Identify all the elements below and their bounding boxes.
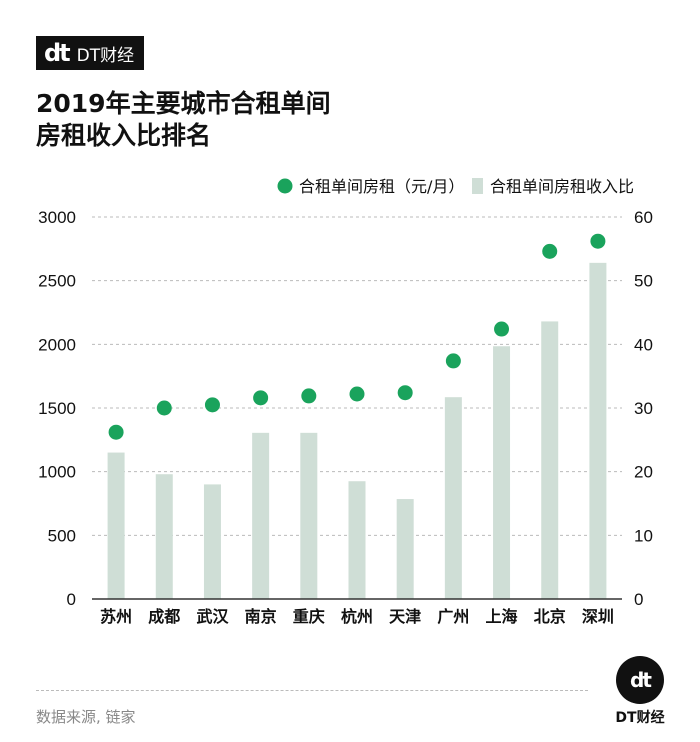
x-tick-label: 上海 [486,607,518,626]
y-right-tick-label: 10 [634,526,653,545]
y-right-tick-label: 0 [634,590,643,609]
chart-title-line-1: 2019年主要城市合租单间 [36,89,331,118]
y-right-tick-label: 30 [634,399,653,418]
scatter-point [349,386,365,402]
legend-bar-icon [472,178,483,194]
x-tick-label: 成都 [148,607,180,626]
y-left-tick-label: 2500 [38,272,76,291]
brand-logo-text: DT财经 [76,45,135,66]
bar [300,432,318,599]
scatter-point [397,385,413,401]
bar [348,481,366,599]
x-tick-label: 深圳 [582,607,614,626]
brand-badge-text: DT财经 [615,710,665,726]
x-tick-label: 南京 [245,607,277,626]
brand-badge-mark: dt [616,656,664,704]
rent-chart: 0 500 1000 1500 2000 2500 3000 0 10 20 30 40 50 60 苏州成… [38,177,653,626]
bar [396,499,414,599]
scatter-point [590,233,606,249]
bar [589,262,607,599]
y-right-tick-label: 20 [634,463,653,482]
bar [493,346,511,599]
y-left-tick-label: 1000 [38,463,76,482]
brand-badge: dt DT财经 [612,656,668,727]
legend-label-rent: 合租单间房租（元/月） [299,177,464,196]
y-left-tick-label: 0 [67,590,76,609]
data-source: 数据来源, 链家 [36,708,136,726]
y-right-tick-label: 40 [634,335,653,354]
y-left-tick-label: 1500 [38,399,76,418]
y-left-tick-label: 2000 [38,335,76,354]
y-right-tick-label: 60 [634,208,653,227]
scatter-point [253,390,269,406]
x-tick-label: 重庆 [293,607,325,626]
bar [444,397,462,599]
y-right-tick-label: 50 [634,272,653,291]
brand-logo-mark: dt [44,39,71,67]
x-tick-label: 北京 [534,607,566,626]
bar [203,484,221,599]
bar [252,432,270,599]
bar [107,452,125,599]
x-tick-label: 广州 [437,607,469,626]
chart-title: 2019年主要城市合租单间 房租收入比排名 [36,88,331,152]
legend-label-ratio: 合租单间房租收入比 [490,177,634,196]
x-tick-label: 苏州 [100,607,132,626]
scatter-point [445,353,461,369]
footer-divider [36,690,588,691]
scatter-point [108,424,124,440]
brand-logo: dt DT财经 [36,36,145,70]
x-tick-label: 杭州 [341,607,373,626]
scatter-point [156,400,172,416]
bar [541,321,559,599]
scatter-point [542,243,558,259]
y-left-tick-label: 500 [48,526,76,545]
bar [155,474,173,599]
scatter-point [301,388,317,404]
chart-title-line-2: 房租收入比排名 [36,121,212,150]
legend-dot-icon [277,178,293,194]
x-tick-label: 天津 [389,607,421,626]
scatter-point [204,397,220,413]
scatter-point [494,321,510,337]
x-tick-label: 武汉 [196,607,229,626]
y-left-tick-label: 3000 [38,208,76,227]
